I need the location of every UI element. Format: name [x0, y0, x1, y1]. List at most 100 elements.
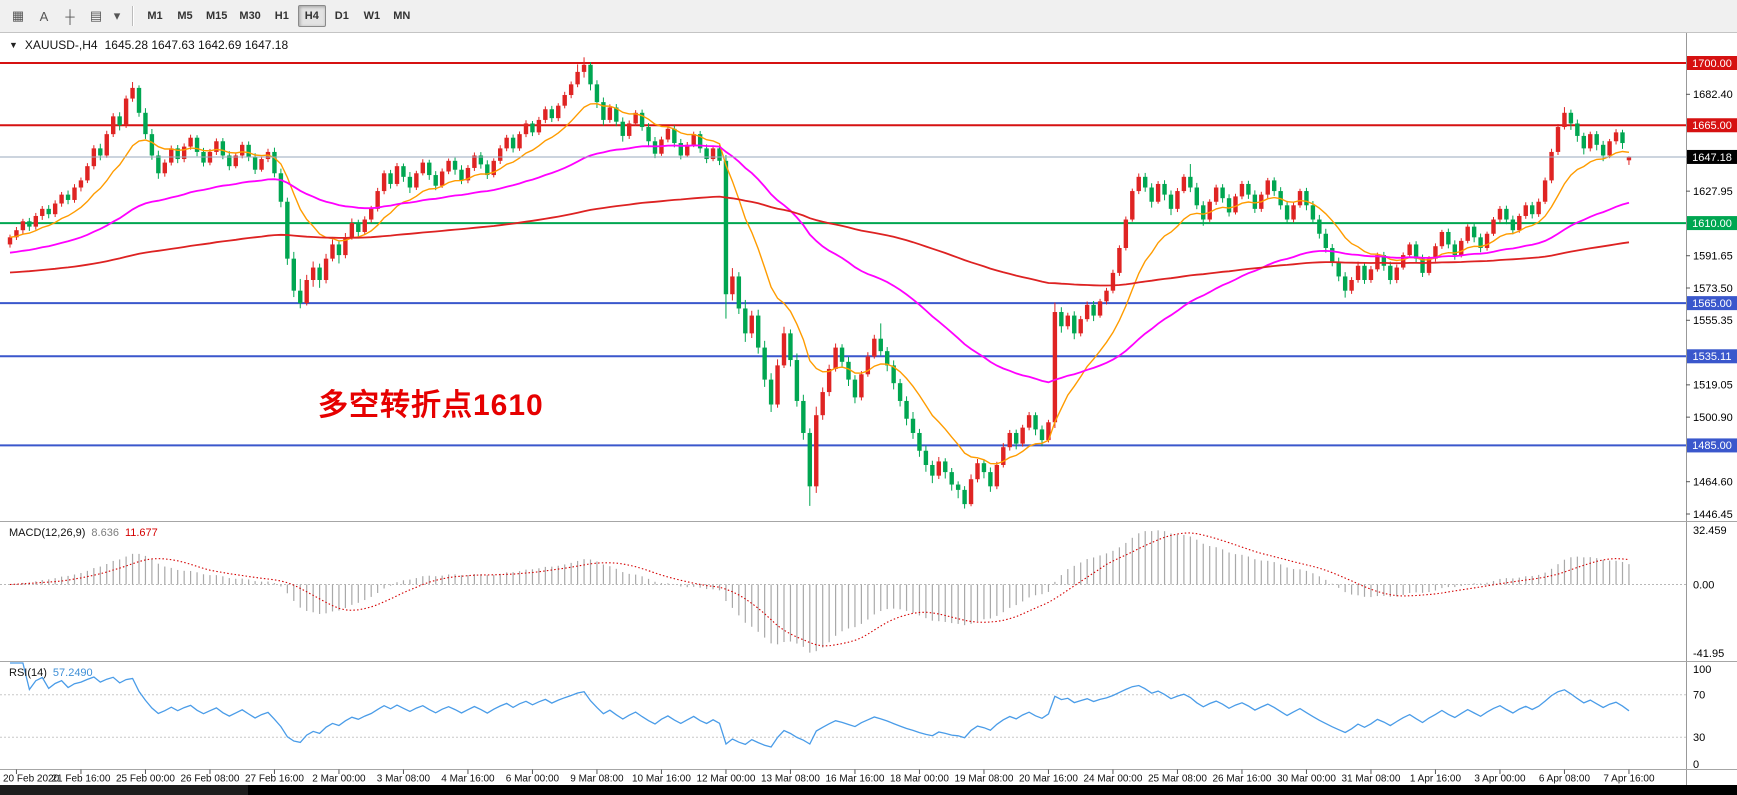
candle-up: [826, 368, 832, 393]
timeframe-button-h1[interactable]: H1: [268, 5, 296, 27]
candle-down: [1220, 187, 1225, 199]
candle-up: [1291, 205, 1296, 220]
candle-up: [111, 116, 116, 135]
candle-down: [478, 155, 484, 165]
candle-down: [1471, 226, 1477, 238]
candle-up: [1555, 127, 1561, 152]
candle-down: [1336, 262, 1341, 277]
candle-down: [407, 176, 413, 188]
candle-up: [1626, 156, 1632, 161]
palette-icon[interactable]: ▤: [84, 4, 108, 28]
candle-down: [220, 141, 226, 156]
candle-down: [356, 223, 361, 232]
candle-down: [1059, 312, 1064, 327]
timeframe-button-w1[interactable]: W1: [358, 5, 386, 27]
candle-down: [1188, 176, 1193, 188]
candle-up: [162, 162, 167, 174]
candle-up: [491, 160, 496, 176]
timeframe-button-m5[interactable]: M5: [171, 5, 199, 27]
candle-up: [1349, 280, 1354, 291]
candle-up: [85, 166, 90, 181]
candle-down: [588, 64, 593, 85]
candle-down: [1620, 132, 1625, 144]
timeframe-button-m15[interactable]: M15: [201, 5, 232, 27]
price-badge: 1535.11: [1687, 349, 1737, 364]
candle-down: [1317, 219, 1322, 234]
price-badge: 1610.00: [1687, 216, 1737, 231]
timeframe-button-mn[interactable]: MN: [388, 5, 416, 27]
candle-up: [349, 223, 355, 238]
candle-down: [794, 360, 800, 401]
rsi-axis-label: 0: [1693, 759, 1699, 771]
candle-up: [1426, 258, 1432, 273]
candle-up: [685, 144, 690, 156]
timeframe-button-d1[interactable]: D1: [328, 5, 356, 27]
candle-down: [143, 112, 148, 135]
candle-down: [614, 107, 619, 122]
candle-down: [278, 173, 284, 202]
time-axis-label: 26 Mar 16:00: [1212, 774, 1271, 785]
candle-up: [1104, 290, 1109, 302]
candle-up: [130, 87, 135, 99]
chart-menu-icon[interactable]: ▼: [9, 39, 18, 50]
candle-up: [691, 134, 696, 145]
candle-down: [1600, 144, 1606, 156]
candle-down: [1162, 183, 1167, 195]
candle-down: [485, 164, 490, 176]
candle-down: [1575, 123, 1580, 136]
candle-down: [1504, 208, 1509, 220]
candle-up: [439, 171, 445, 186]
candle-up: [1181, 176, 1187, 192]
candle-up: [369, 208, 374, 220]
candle-up: [1355, 265, 1361, 281]
candle-up: [323, 258, 329, 281]
rsi-indicator-label: RSI(14) 57.2490: [9, 667, 93, 679]
candle-up: [1536, 201, 1541, 215]
timeframe-button-m30[interactable]: M30: [234, 5, 265, 27]
price-badge: 1665.00: [1687, 118, 1737, 133]
candle-down: [291, 258, 296, 291]
candle-down: [1304, 191, 1309, 206]
chart-canvas[interactable]: 1682.40 1627.95 1591.65 1573.50 1555.35 1519.…: [0, 33, 1737, 785]
candle-down: [1033, 415, 1038, 430]
candle-down: [962, 489, 967, 505]
candle-down: [762, 347, 767, 380]
dropdown-caret-icon[interactable]: ▾: [110, 4, 124, 28]
candle-down: [897, 383, 903, 401]
candle-up: [633, 112, 638, 124]
candle-down: [175, 148, 180, 160]
candle-up: [781, 333, 787, 366]
rsi-axis-label: 30: [1693, 732, 1705, 744]
candle-up: [169, 148, 174, 163]
candle-up: [1588, 134, 1593, 149]
crosshair-icon[interactable]: ┼: [58, 4, 82, 28]
candle-down: [1420, 258, 1425, 273]
candle-up: [1097, 301, 1103, 316]
chart-grid-icon[interactable]: ▦: [6, 4, 30, 28]
candle-down: [923, 450, 929, 465]
candle-down: [723, 160, 729, 295]
candle-down: [1478, 237, 1483, 248]
candle-up: [536, 119, 542, 133]
text-tool-icon[interactable]: A: [32, 4, 56, 28]
candle-down: [788, 333, 793, 361]
candle-down: [459, 169, 464, 181]
price-badges-layer: 1700.00 1665.00 1610.00 1565.00 1535.11 1485.…: [1687, 56, 1737, 453]
time-axis-label: 3 Apr 00:00: [1474, 774, 1526, 785]
candle-down: [1284, 205, 1290, 220]
candle-up: [504, 137, 509, 149]
moving-averages-layer: [9, 102, 1630, 465]
candle-down: [678, 143, 683, 156]
candle-down: [1362, 265, 1367, 281]
timeframe-button-h4[interactable]: H4: [297, 5, 326, 27]
horizontal-lines-layer: [0, 62, 1686, 447]
candle-down: [401, 166, 406, 177]
candle-down: [46, 208, 51, 215]
candle-down: [981, 463, 987, 473]
macd-axis-label: 32.459: [1693, 525, 1727, 537]
candle-down: [252, 157, 258, 170]
time-axis-label: 12 Mar 00:00: [696, 774, 755, 785]
timeframe-button-m1[interactable]: M1: [141, 5, 169, 27]
candle-up: [1542, 180, 1548, 202]
candle-up: [1613, 132, 1619, 142]
